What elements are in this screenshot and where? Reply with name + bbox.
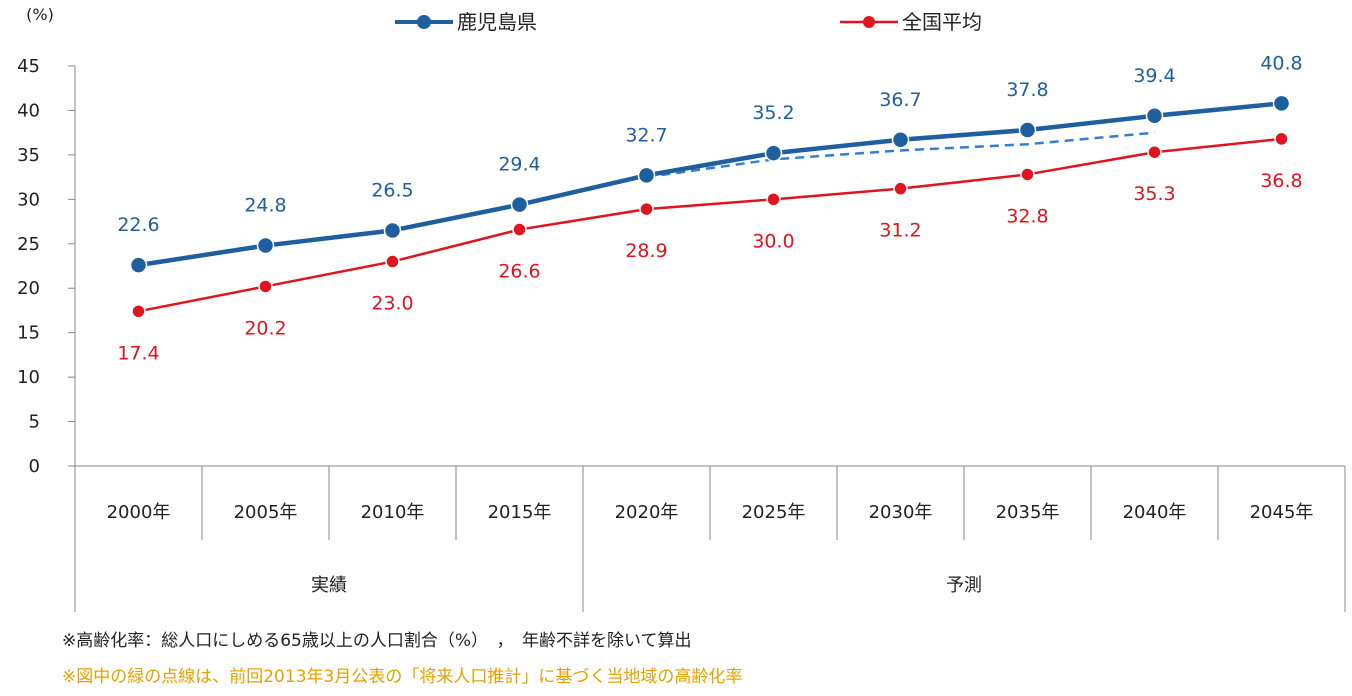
data-point-kagoshima <box>129 256 148 274</box>
data-label-national: 28.9 <box>625 240 667 262</box>
x-tick-label: 2025年 <box>742 502 806 523</box>
series-line-kagoshima <box>138 101 1282 268</box>
data-point-national <box>893 181 908 196</box>
data-label-kagoshima: 24.8 <box>244 195 286 217</box>
legend-marker-kagoshima <box>417 15 431 29</box>
x-tick-label: 2030年 <box>869 502 933 523</box>
series-line-previous-forecast <box>646 131 1155 179</box>
data-point-national <box>512 222 527 237</box>
x-tick-label: 2005年 <box>234 502 298 523</box>
legend-label-national: 全国平均 <box>902 10 982 34</box>
x-tick-label: 2000年 <box>107 502 171 523</box>
data-point-national <box>1147 144 1162 160</box>
footnote-dashed-line: ※図中の緑の点線は、前回2013年3月公表の「将来人口推計」に基づく当地域の高齢… <box>62 667 743 687</box>
data-point-kagoshima <box>383 221 402 240</box>
data-label-kagoshima: 39.4 <box>1133 65 1175 87</box>
y-tick-label: 0 <box>29 456 40 477</box>
data-label-national: 36.8 <box>1260 170 1302 192</box>
data-label-kagoshima: 35.2 <box>752 102 794 124</box>
data-label-kagoshima: 36.7 <box>879 89 921 111</box>
data-point-national <box>639 201 654 217</box>
data-label-national: 23.0 <box>371 293 413 315</box>
y-tick-label: 45 <box>17 56 40 77</box>
data-point-kagoshima <box>764 144 783 162</box>
data-label-kagoshima: 26.5 <box>371 179 413 201</box>
x-tick-label: 2015年 <box>488 502 552 523</box>
x-tick-label: 2040年 <box>1123 502 1187 523</box>
x-tick-label: 2020年 <box>615 502 679 523</box>
data-label-kagoshima: 22.6 <box>117 214 159 236</box>
data-point-national <box>131 304 146 319</box>
data-label-national: 32.8 <box>1006 205 1048 227</box>
data-label-national: 20.2 <box>244 317 286 339</box>
x-tick-label: 2010年 <box>361 502 425 523</box>
data-point-national <box>258 279 273 294</box>
data-label-national: 26.6 <box>498 261 540 283</box>
data-point-kagoshima <box>256 236 275 255</box>
y-tick-label: 10 <box>17 367 40 388</box>
data-point-kagoshima <box>510 195 529 214</box>
footnote-definition: ※高齢化率：総人口にしめる65歳以上の人口割合（%） ， 年齢不詳を除いて算出 <box>62 631 692 651</box>
y-tick-label: 25 <box>17 234 40 255</box>
y-tick-label: 35 <box>17 145 40 166</box>
data-point-kagoshima <box>637 166 656 185</box>
data-point-kagoshima <box>891 131 910 149</box>
series-line-national <box>138 137 1282 313</box>
data-point-national <box>766 192 781 207</box>
data-label-national: 35.3 <box>1133 183 1175 205</box>
data-point-kagoshima <box>1272 94 1291 113</box>
data-label-kagoshima: 40.8 <box>1260 52 1302 74</box>
data-point-national <box>1020 167 1035 182</box>
x-group-label: 実績 <box>311 575 347 596</box>
x-tick-label: 2045年 <box>1250 502 1314 523</box>
x-tick-label: 2035年 <box>996 502 1060 523</box>
data-label-kagoshima: 29.4 <box>498 154 540 176</box>
data-label-national: 17.4 <box>117 342 159 364</box>
data-label-kagoshima: 37.8 <box>1006 79 1048 101</box>
y-tick-label: 15 <box>17 323 40 344</box>
x-group-label: 予測 <box>946 575 982 596</box>
data-point-national <box>385 254 400 269</box>
data-point-national <box>1274 131 1289 147</box>
y-tick-label: 40 <box>17 100 40 121</box>
legend-label-kagoshima: 鹿児島県 <box>457 10 537 34</box>
data-point-kagoshima <box>1018 121 1037 139</box>
y-axis-title: (%) <box>26 5 54 24</box>
y-tick-label: 5 <box>29 412 40 433</box>
data-label-national: 30.0 <box>752 230 794 252</box>
legend-marker-national <box>863 16 875 28</box>
data-label-national: 31.2 <box>879 220 921 242</box>
y-tick-label: 20 <box>17 278 40 299</box>
line-chart: (%) 0 5 10 15 20 25 30 35 40 45 2000年 2005年 2010年 2015… <box>17 5 1346 612</box>
data-point-kagoshima <box>1145 107 1164 125</box>
y-tick-label: 30 <box>17 189 40 210</box>
data-label-kagoshima: 32.7 <box>625 124 667 146</box>
